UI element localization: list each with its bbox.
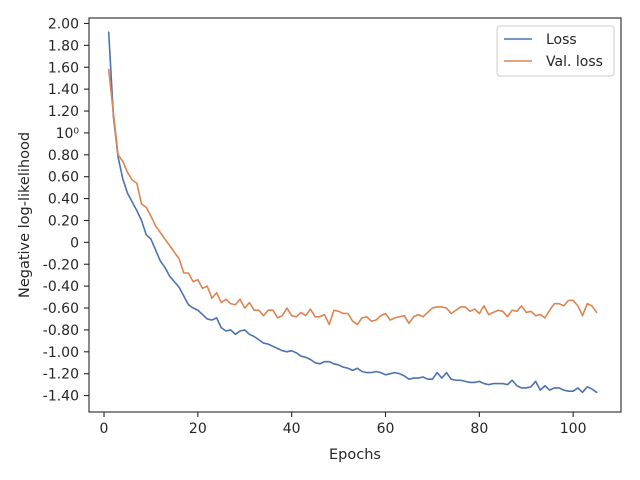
legend-label-loss: Loss [546,32,577,48]
y-tick-label: -0.40 [43,279,79,295]
legend: Loss Val. loss [496,25,615,77]
x-axis-label: Epochs [329,447,381,463]
axes-layer [88,17,622,413]
y-tick-label: -0.60 [43,301,79,317]
x-tick-label: 100 [560,421,587,437]
series-layer [107,31,598,394]
plot-background [89,18,621,412]
y-tick-label: -0.20 [43,257,79,273]
legend-label-val-loss: Val. loss [546,54,603,70]
series-line-loss [107,31,598,394]
x-tick-label: 80 [470,421,488,437]
x-axis-ticks: 0 20 40 60 80 100 [100,412,587,437]
y-tick-label: -1.00 [43,345,79,361]
x-tick-label: 40 [283,421,301,437]
y-tick-label: 0 [70,235,79,251]
y-tick-label: 0.80 [48,148,79,164]
y-tick-label: 1.80 [48,38,79,54]
y-tick-label: -1.40 [43,389,79,405]
y-tick-label: -0.80 [43,323,79,339]
y-tick-label: 1.20 [48,104,79,120]
y-tick-label: 10⁰ [56,126,80,142]
y-tick-label: 0.20 [48,213,79,229]
x-tick-label: 60 [377,421,395,437]
plot-frame [88,17,622,413]
y-tick-label: 1.60 [48,60,79,76]
y-tick-label: 0.60 [48,170,79,186]
y-axis-label: Negative log-likelihood [17,132,33,298]
y-axis-ticks: 2.00 1.80 1.60 1.40 1.20 10⁰ 0.80 0.60 0.40 0.20 0… [43,16,89,405]
y-tick-label: 1.40 [48,82,79,98]
x-tick-label: 0 [100,421,109,437]
y-tick-label: 0.40 [48,192,79,208]
series-line-val-loss [107,68,598,326]
y-tick-label: -1.20 [43,367,79,383]
x-tick-label: 20 [189,421,207,437]
y-tick-label: 2.00 [48,16,79,32]
